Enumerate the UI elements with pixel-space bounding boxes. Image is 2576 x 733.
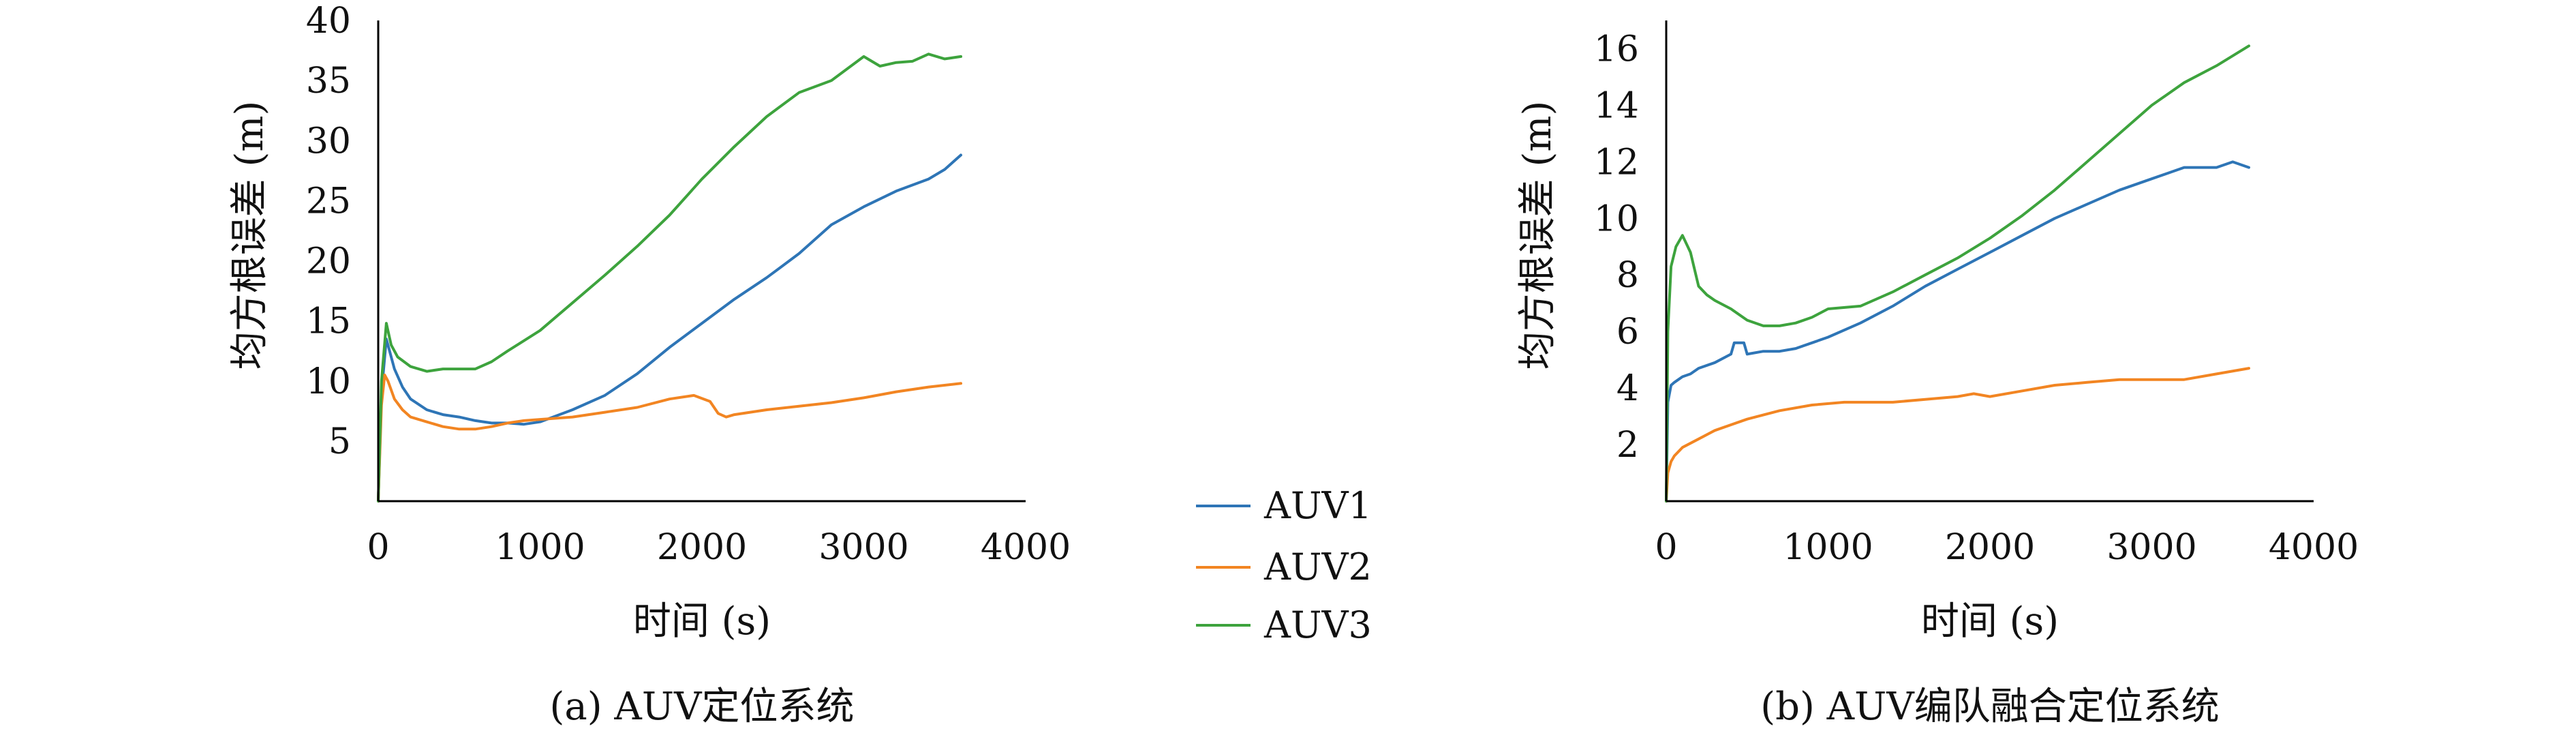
x-axis-label-a: 时间 (s) bbox=[633, 599, 771, 644]
chart-panel-a: 均方根误差 (m) 时间 (s) (a) AUV定位系统 0 1000 2000 30… bbox=[228, 1, 1071, 729]
x-tick-label: 4000 bbox=[2269, 527, 2359, 568]
x-tick-label: 0 bbox=[367, 527, 389, 568]
series-lines-b bbox=[1665, 44, 2250, 503]
x-tick-label: 3000 bbox=[818, 527, 908, 568]
ticks-b: 0 1000 2000 3000 4000 2 4 6 8 10 12 14 16 bbox=[1594, 29, 2359, 568]
y-tick-label: 20 bbox=[306, 241, 351, 282]
y-tick-label: 35 bbox=[306, 61, 351, 102]
legend-label-auv3: AUV3 bbox=[1263, 603, 1372, 646]
y-axis-label-a: 均方根误差 (m) bbox=[228, 101, 272, 370]
y-tick-label: 14 bbox=[1594, 85, 1639, 126]
y-tick-label: 10 bbox=[1594, 198, 1639, 239]
x-tick-label: 1000 bbox=[495, 527, 585, 568]
y-tick-label: 15 bbox=[306, 301, 351, 342]
y-tick-label: 25 bbox=[306, 181, 351, 222]
legend-label-auv2: AUV2 bbox=[1263, 545, 1372, 588]
series-line-auv1 bbox=[1665, 160, 2250, 503]
y-axis-label-b: 均方根误差 (m) bbox=[1516, 101, 1560, 370]
x-tick-label: 2000 bbox=[1945, 527, 2035, 568]
series-line-auv3 bbox=[1665, 44, 2250, 503]
series-line-auv1 bbox=[377, 153, 962, 503]
ticks-a: 0 1000 2000 3000 4000 5 10 15 20 25 30 35 40 bbox=[306, 1, 1071, 568]
caption-a: (a) AUV定位系统 bbox=[550, 685, 855, 729]
legend-label-auv1: AUV1 bbox=[1263, 484, 1372, 527]
y-tick-label: 8 bbox=[1616, 255, 1639, 296]
x-tick-label: 4000 bbox=[981, 527, 1071, 568]
y-tick-label: 5 bbox=[328, 421, 351, 462]
series-line-auv3 bbox=[377, 53, 962, 503]
series-line-auv2 bbox=[377, 373, 962, 503]
y-tick-label: 10 bbox=[306, 361, 351, 402]
y-tick-label: 30 bbox=[306, 121, 351, 162]
y-tick-label: 2 bbox=[1616, 425, 1639, 466]
y-tick-label: 12 bbox=[1594, 142, 1639, 183]
series-line-auv2 bbox=[1665, 367, 2250, 503]
series-lines-a bbox=[377, 53, 962, 503]
legend: AUV1 AUV2 AUV3 bbox=[1196, 484, 1372, 646]
y-tick-label: 4 bbox=[1616, 368, 1639, 409]
caption-b: (b) AUV编队融合定位系统 bbox=[1760, 685, 2219, 729]
x-axis-label-b: 时间 (s) bbox=[1921, 599, 2059, 644]
chart-panel-b: 均方根误差 (m) 时间 (s) (b) AUV编队融合定位系统 0 1000 20… bbox=[1516, 20, 2359, 729]
y-tick-label: 6 bbox=[1616, 312, 1639, 353]
x-tick-label: 1000 bbox=[1783, 527, 1873, 568]
x-tick-label: 3000 bbox=[2106, 527, 2196, 568]
y-tick-label: 40 bbox=[306, 1, 351, 42]
y-tick-label: 16 bbox=[1594, 29, 1639, 70]
x-tick-label: 2000 bbox=[657, 527, 747, 568]
x-tick-label: 0 bbox=[1655, 527, 1677, 568]
